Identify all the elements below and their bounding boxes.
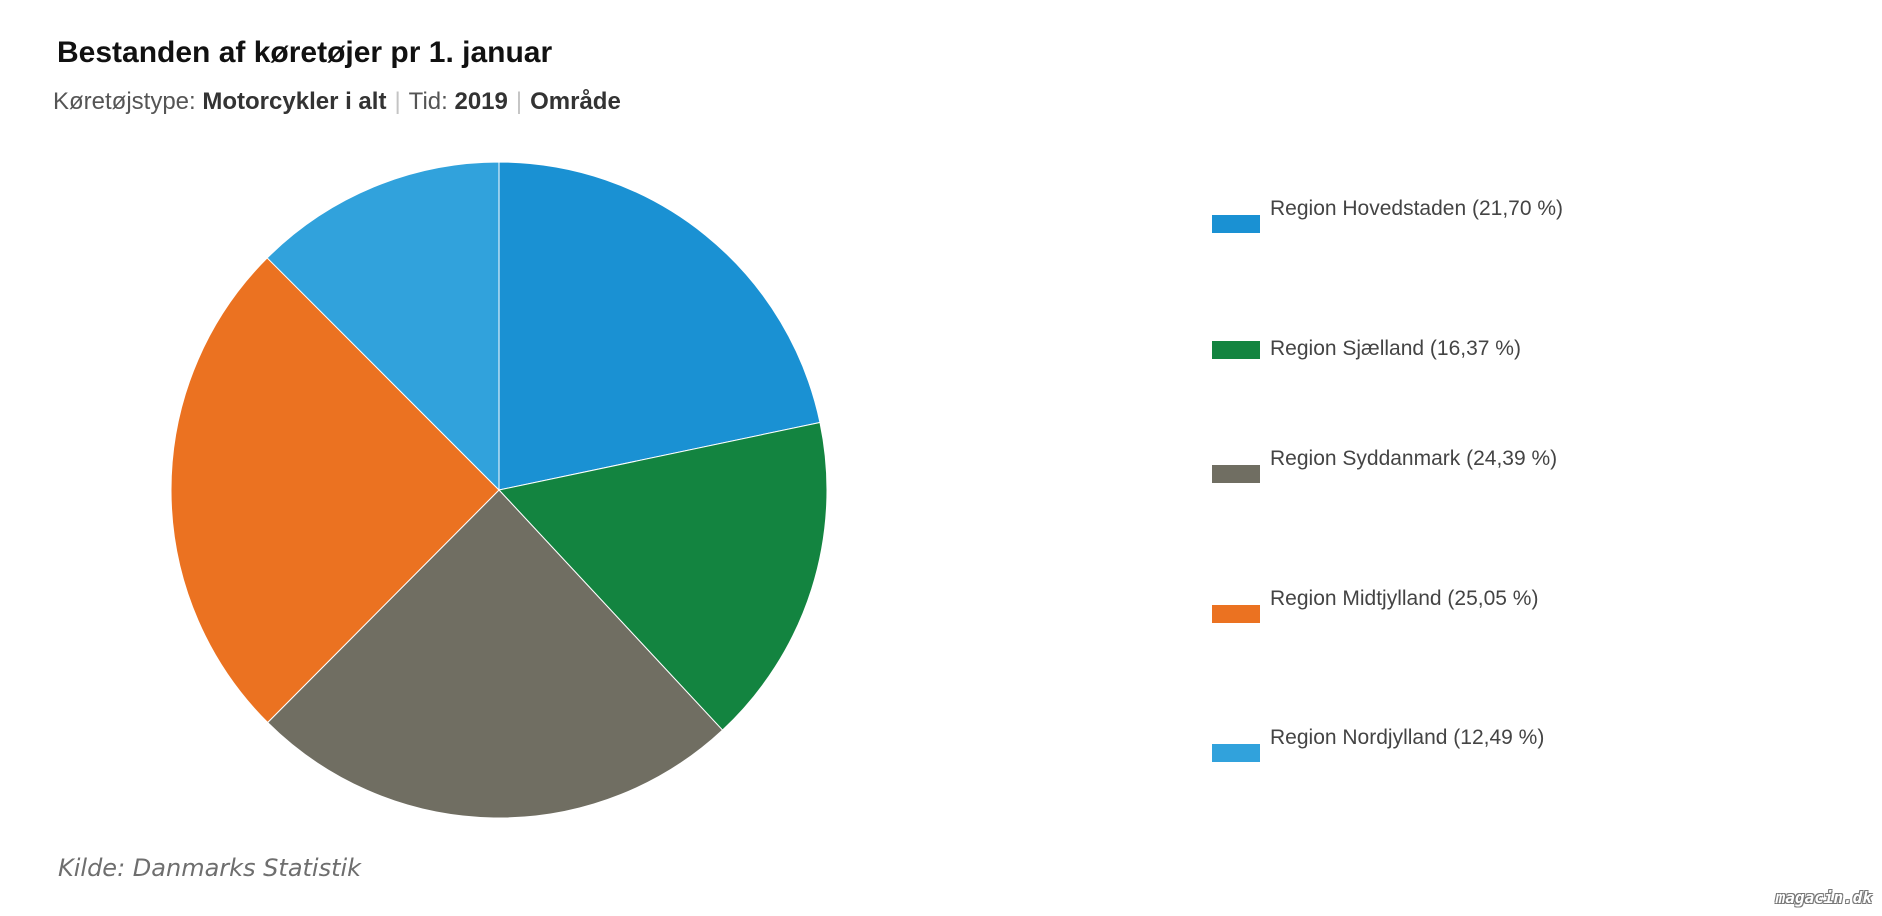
pie-slice <box>266 489 724 819</box>
legend-swatch <box>1212 341 1260 359</box>
subtitle-separator: | <box>394 88 401 115</box>
legend-label: Region Sjælland (16,37 %) <box>1270 337 1521 360</box>
legend-swatch <box>1212 465 1260 483</box>
legend-label: Region Midtjylland (25,05 %) <box>1270 587 1539 610</box>
time-label: Tid: <box>408 88 448 115</box>
legend-label: Region Hovedstaden (21,70 %) <box>1270 197 1564 220</box>
vehicle-type-value: Motorcykler i alt <box>202 88 387 115</box>
legend-swatch <box>1212 605 1260 623</box>
legend-swatch <box>1212 744 1260 762</box>
legend-label: Region Syddanmark (24,39 %) <box>1270 447 1558 470</box>
legend-label: Region Nordjylland (12,49 %) <box>1270 726 1545 749</box>
chart-subtitle: Køretøjstype: Motorcykler i alt | Tid: 201… <box>53 88 621 116</box>
time-value: 2019 <box>454 88 508 115</box>
area-value: Område <box>530 88 621 115</box>
watermark-logo: magacin.dk <box>1775 888 1872 907</box>
pie-slice <box>266 161 500 492</box>
subtitle-separator: | <box>515 88 523 115</box>
legend-swatch <box>1212 215 1260 233</box>
chart-title: Bestanden af køretøjer pr 1. januar <box>57 36 553 69</box>
pie-slice <box>170 257 500 724</box>
vehicle-type-label: Køretøjstype: <box>53 88 196 115</box>
source-note: Kilde: Danmarks Statistik <box>58 854 362 882</box>
pie-slice <box>498 161 821 491</box>
pie-slice <box>498 421 828 731</box>
